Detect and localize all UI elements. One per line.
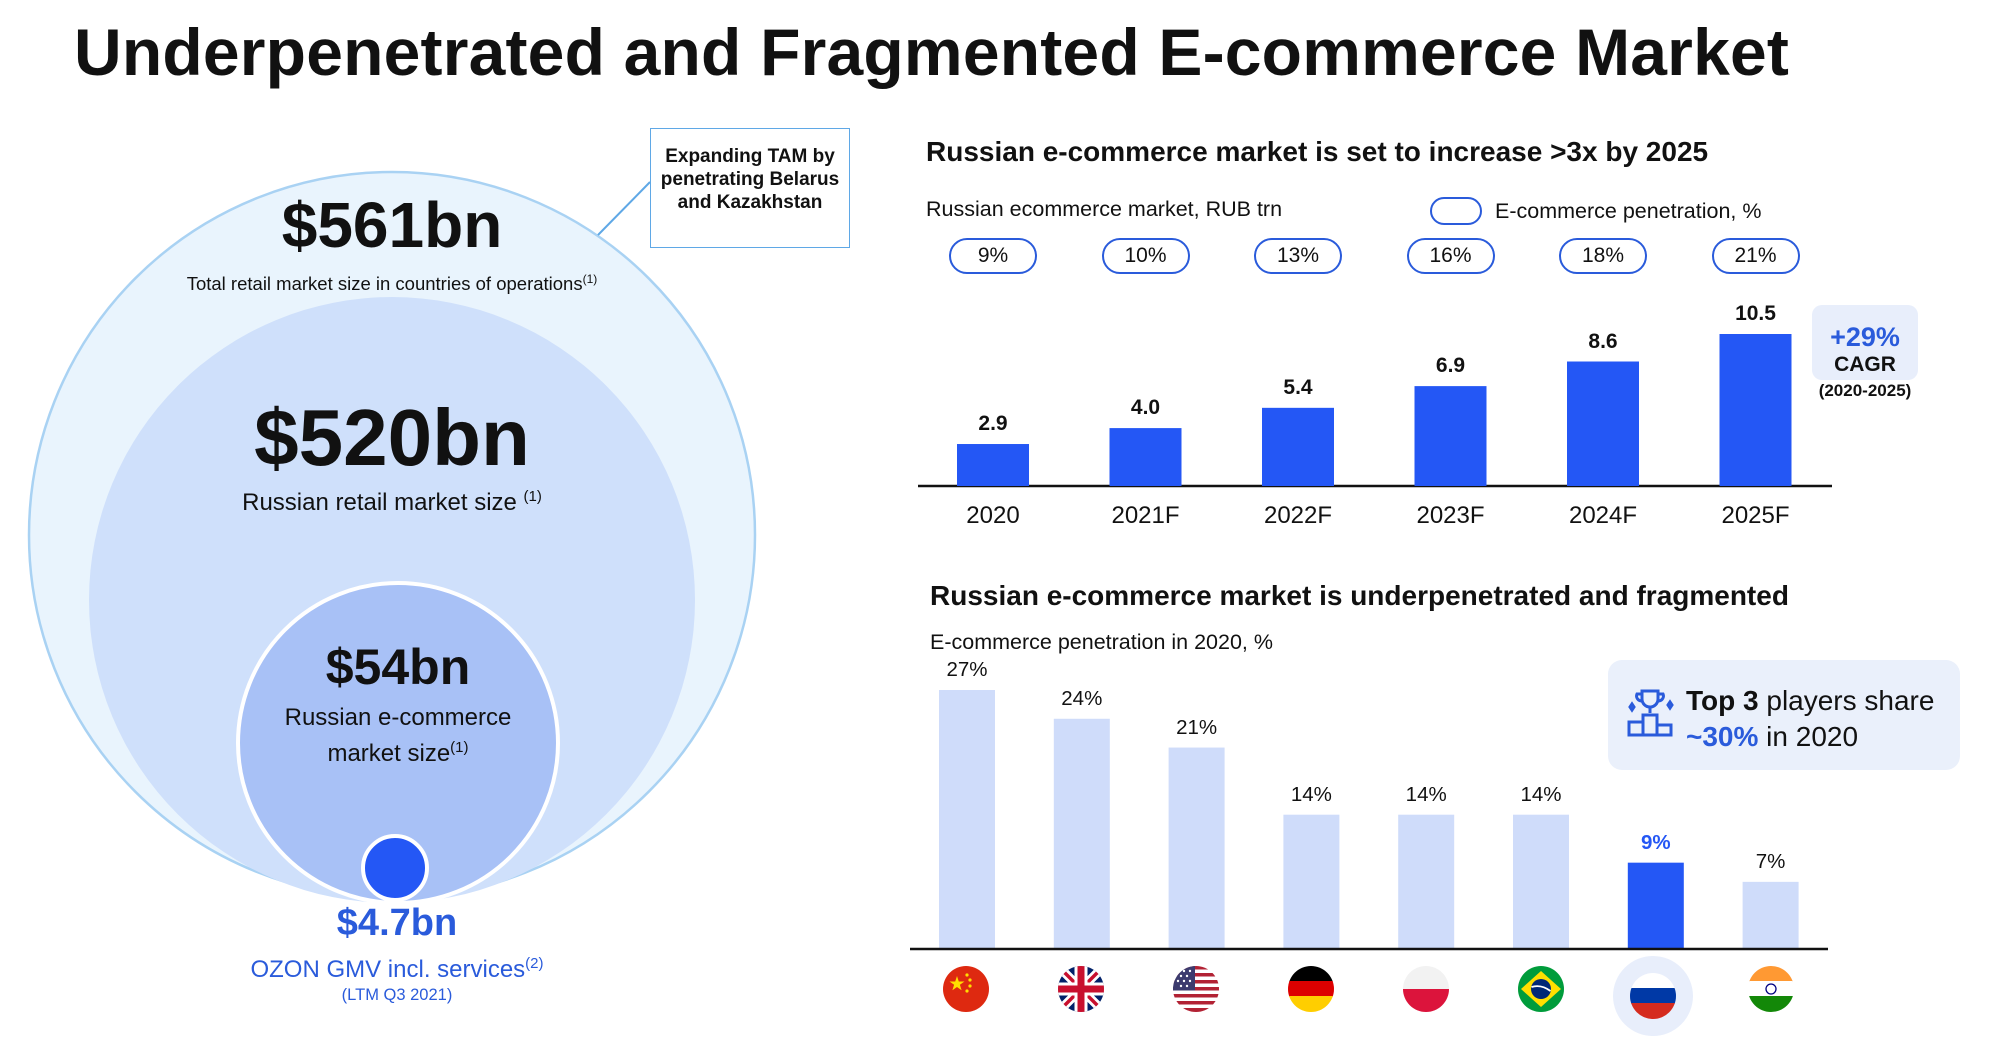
china-flag-icon: [943, 966, 989, 1012]
penetration-pill: 9%: [949, 238, 1037, 274]
growth-bar: [1567, 361, 1639, 486]
total-retail-label: Total retail market size in countries of…: [186, 272, 598, 295]
penetration-bar-value: 14%: [1290, 782, 1332, 806]
top3-callout-text: Top 3 players share ~30% in 2020: [1686, 685, 1935, 752]
penetration-bar: [1627, 862, 1684, 949]
penetration-bar: [1053, 718, 1110, 949]
trophy-podium-icon: [1627, 689, 1674, 737]
growth-bar-value: 2.9: [978, 412, 1008, 436]
russia-flag-icon: [1630, 973, 1676, 1019]
penetration-legend-swatch: [1430, 197, 1482, 225]
cagr-value: +29%: [1830, 322, 1900, 352]
penetration-pill: 18%: [1559, 238, 1647, 274]
penetration-pill: 13%: [1254, 238, 1342, 274]
penetration-bar-value: 14%: [1520, 782, 1562, 806]
inner-circle: [236, 581, 560, 905]
penetration-bar: [939, 690, 995, 949]
usa-flag-icon: [1173, 966, 1219, 1012]
ozon-dot: [361, 834, 429, 902]
brazil-flag-icon: [1518, 966, 1564, 1012]
growth-x-tick: 2021F: [1111, 502, 1180, 529]
ecommerce-value: $54bn: [325, 639, 471, 695]
penetration-pill: 16%: [1406, 238, 1495, 274]
penetration-bar: [1742, 881, 1799, 949]
india-flag-icon: [1748, 966, 1794, 1012]
growth-x-tick: 2022F: [1263, 502, 1333, 529]
growth-chart-title: Russian e-commerce market is set to incr…: [926, 136, 1709, 167]
growth-bar: [1719, 334, 1792, 486]
tam-connector-line: [597, 181, 651, 236]
growth-bar-value: 5.4: [1283, 375, 1313, 399]
penetration-bar-value: 21%: [1176, 715, 1218, 739]
growth-bar: [1414, 386, 1487, 486]
growth-x-tick: 2023F: [1416, 502, 1485, 529]
russian-retail-value: $520bn: [254, 393, 530, 482]
ozon-gmv-label: OZON GMV incl. services(2): [250, 955, 544, 983]
top3-callout-box: [1608, 660, 1960, 770]
ozon-gmv-period: (LTM Q3 2021): [341, 986, 453, 1004]
growth-x-tick: 2020: [966, 502, 1020, 529]
growth-bar-value: 8.6: [1588, 329, 1618, 353]
growth-bar: [1262, 407, 1334, 486]
penetration-bar-value: 14%: [1405, 782, 1447, 806]
penetration-bar: [1168, 747, 1225, 949]
growth-chart-subtitle: Russian ecommerce market, RUB trn: [926, 197, 1283, 221]
growth-bar: [1109, 428, 1182, 486]
russian-retail-label: Russian retail market size (1): [242, 488, 542, 516]
growth-bar-value: 4.0: [1130, 396, 1161, 420]
poland-flag-icon: [1403, 966, 1449, 1012]
penetration-bar: [1398, 814, 1455, 949]
penetration-pill: 10%: [1101, 238, 1190, 274]
cagr-box: [1812, 305, 1918, 380]
growth-x-tick: 2024F: [1568, 502, 1638, 529]
penetration-bar: [1513, 814, 1569, 949]
page-title: Underpenetrated and Fragmented E-commerc…: [74, 15, 1790, 89]
penetration-bar-value: 7%: [1755, 849, 1786, 873]
penetration-chart-subtitle: E-commerce penetration in 2020, %: [930, 630, 1273, 654]
penetration-pill: 21%: [1711, 238, 1800, 274]
total-retail-value: $561bn: [281, 189, 503, 261]
penetration-bar-value: 24%: [1061, 686, 1103, 710]
ozon-gmv-value: $4.7bn: [336, 902, 458, 944]
penetration-bar-value: 27%: [946, 658, 988, 681]
penetration-bar: [1283, 814, 1340, 949]
growth-bar-value: 10.5: [1735, 302, 1776, 325]
ecommerce-label: Russian e-commerce market size(1): [284, 704, 512, 767]
tam-note-box: Expanding TAM by penetrating Belarus and…: [650, 128, 850, 248]
growth-bar: [957, 444, 1029, 486]
penetration-chart-title: Russian e-commerce market is underpenetr…: [930, 580, 1789, 611]
cagr-period: (2020-2025): [1818, 381, 1912, 400]
growth-x-tick: 2025F: [1721, 502, 1790, 529]
penetration-bar-value: 9%: [1640, 830, 1671, 854]
growth-bar-value: 6.9: [1435, 354, 1466, 378]
germany-flag-icon: [1288, 966, 1334, 1012]
cagr-label: CAGR: [1834, 353, 1896, 376]
uk-flag-icon: [1058, 966, 1104, 1012]
penetration-legend-label: E-commerce penetration, %: [1495, 199, 1762, 223]
